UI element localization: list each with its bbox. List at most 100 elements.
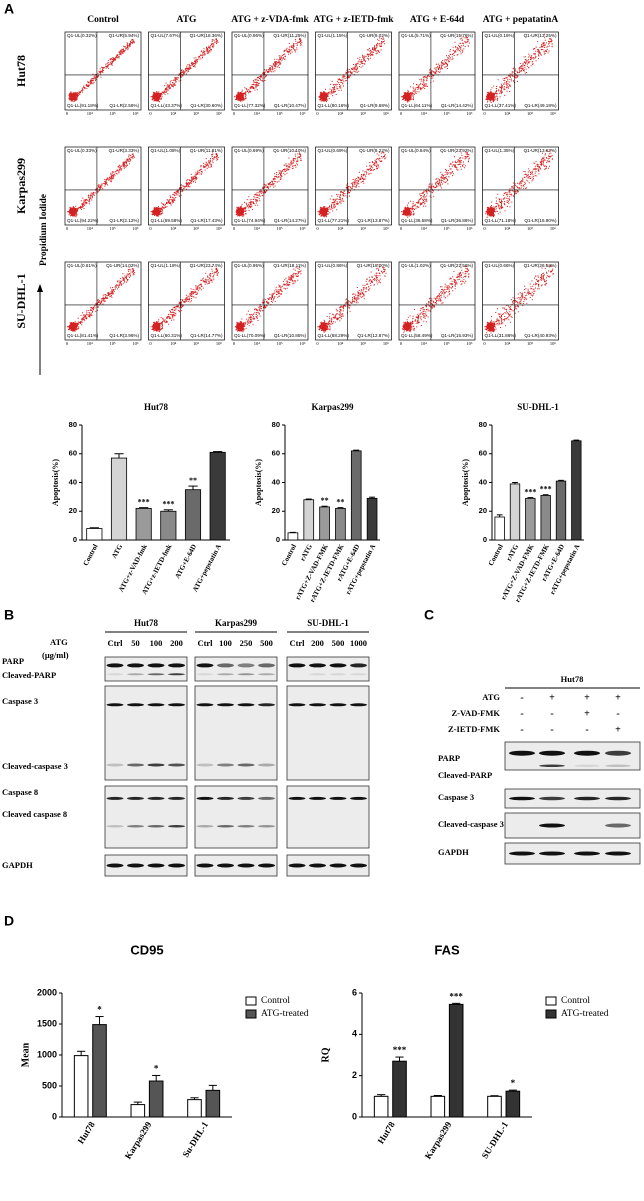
flow-tick-label: 10⁶ [216,226,223,231]
panel-label: C [424,607,434,623]
quadrant-label: Q1-LL(64.11%) [401,103,433,108]
y-tick-label: 500 [42,1080,57,1090]
bar [430,1095,446,1118]
quadrant-label: Q1-LL(68.29%) [318,333,350,338]
flow-tick-label: 0 [149,341,152,346]
quadrant-label: Q1-LL(77.32%) [234,103,266,108]
row-label: Cleaved caspase 8 [2,809,67,819]
treatment-sign: - [585,724,588,735]
row-label: Karpas299 [14,158,28,214]
blot-strip [286,854,370,877]
bar [487,1095,502,1118]
panel-label: B [4,607,14,623]
significance-label: *** [393,1045,407,1055]
blot-band [288,796,306,800]
quadrant-label: Q1-LR(3.96%) [109,333,139,338]
x-tick-label: rATG [505,542,521,562]
blot-strip [194,656,278,682]
treatment-sign: + [584,692,590,703]
flow-tick-label: 10⁴ [254,111,261,116]
legend-label: Control [561,996,590,1006]
bar [350,450,362,541]
group-label: Karpas299 [215,618,258,628]
x-tick-label: Su-DHL-1 [180,1119,210,1159]
bar [135,507,152,541]
blot-band [147,703,165,707]
quadrant-label: Q1-LR(14.77%) [190,333,223,338]
significance-label: *** [540,485,552,494]
row-label: Caspase 3 [2,696,38,706]
blot-band [509,851,535,856]
quadrant-label: Q1-UR(8.22%) [359,148,390,153]
blot-band [605,851,631,856]
blot-band [574,851,600,856]
blot-band [168,703,185,707]
x-tick-label: ATG+E-64D [173,543,198,580]
quadrant-label: Q1-UR(9.02%) [359,33,390,38]
flow-tick-label: 10⁴ [254,226,261,231]
blot-band [106,796,124,800]
blot-band [127,673,144,676]
row-label: GAPDH [2,860,33,870]
quadrant-label: Q1-UL(1.15%) [318,33,348,38]
blot-band [106,663,124,668]
flow-tick-label: 10⁵ [360,341,367,346]
blot-band [196,763,214,767]
flow-tick-label: 10⁴ [170,341,177,346]
flow-plot-frame [231,261,309,341]
blot-band [168,825,185,828]
y-tick-label: 60 [272,449,280,458]
blot-band [168,673,185,676]
flow-tick-label: 10⁴ [421,341,428,346]
bar [571,440,582,541]
flow-events [317,264,387,333]
flow-events [318,37,385,103]
flow-tick-label: 10⁵ [527,341,534,346]
flow-events [235,150,302,218]
flow-tick-label: 10⁵ [193,111,200,116]
y-tick-label: 4 [352,1029,357,1039]
blot-band [106,763,124,767]
flow-tick-label: 10⁵ [360,226,367,231]
quadrant-label: Q1-LL(94.22%) [67,218,99,223]
blot-band [288,703,306,707]
blot-band [329,703,347,707]
quadrant-label: Q1-LL(43.37%) [151,103,183,108]
flow-tick-label: 10⁵ [527,226,534,231]
treatment-sign: - [616,708,619,719]
blot-strip [286,685,370,781]
legend-swatch [545,1009,557,1019]
blot-band [329,673,347,676]
axis-label: Propidium Iodide [39,194,49,266]
blot-band [539,796,565,801]
flow-tick-label: 10⁶ [383,226,390,231]
lane-label: Ctrl [289,638,305,648]
y-tick-label: 1000 [37,1049,57,1059]
quadrant-label: Q1-UL(0.64%) [401,148,431,153]
row-label: Cleaved-PARP [2,670,56,680]
bar [184,489,202,541]
blot-band [288,663,306,668]
panel-label: A [4,1,14,17]
group-label: Hut78 [134,618,159,628]
blot-band [196,673,214,676]
treatment-sign: + [549,692,555,703]
quadrant-label: Q1-UR(13.67%) [524,148,557,153]
flow-tick-label: 10⁴ [170,111,177,116]
flow-tick-label: 0 [66,341,69,346]
quadrant-label: Q1-UL(5.71%) [401,33,431,38]
row-label: GAPDH [438,847,469,857]
flow-tick-label: 10⁵ [110,341,117,346]
blot-strip [104,854,188,877]
flow-tick-label: 0 [316,111,319,116]
blot-band [217,673,234,676]
blot-strip [286,785,370,849]
lane-label: 50 [131,638,140,648]
lane-label: 100 [219,638,232,648]
flow-tick-label: 10⁵ [360,111,367,116]
lane-label: 1000 [350,638,367,648]
quadrant-label: Q1-LR(13.87%) [357,218,390,223]
group-label: SU-DHL-1 [307,618,349,628]
quadrant-label: Q1-UL(0.32%) [67,33,97,38]
quadrant-label: Q1-UR(23.92%) [440,148,473,153]
